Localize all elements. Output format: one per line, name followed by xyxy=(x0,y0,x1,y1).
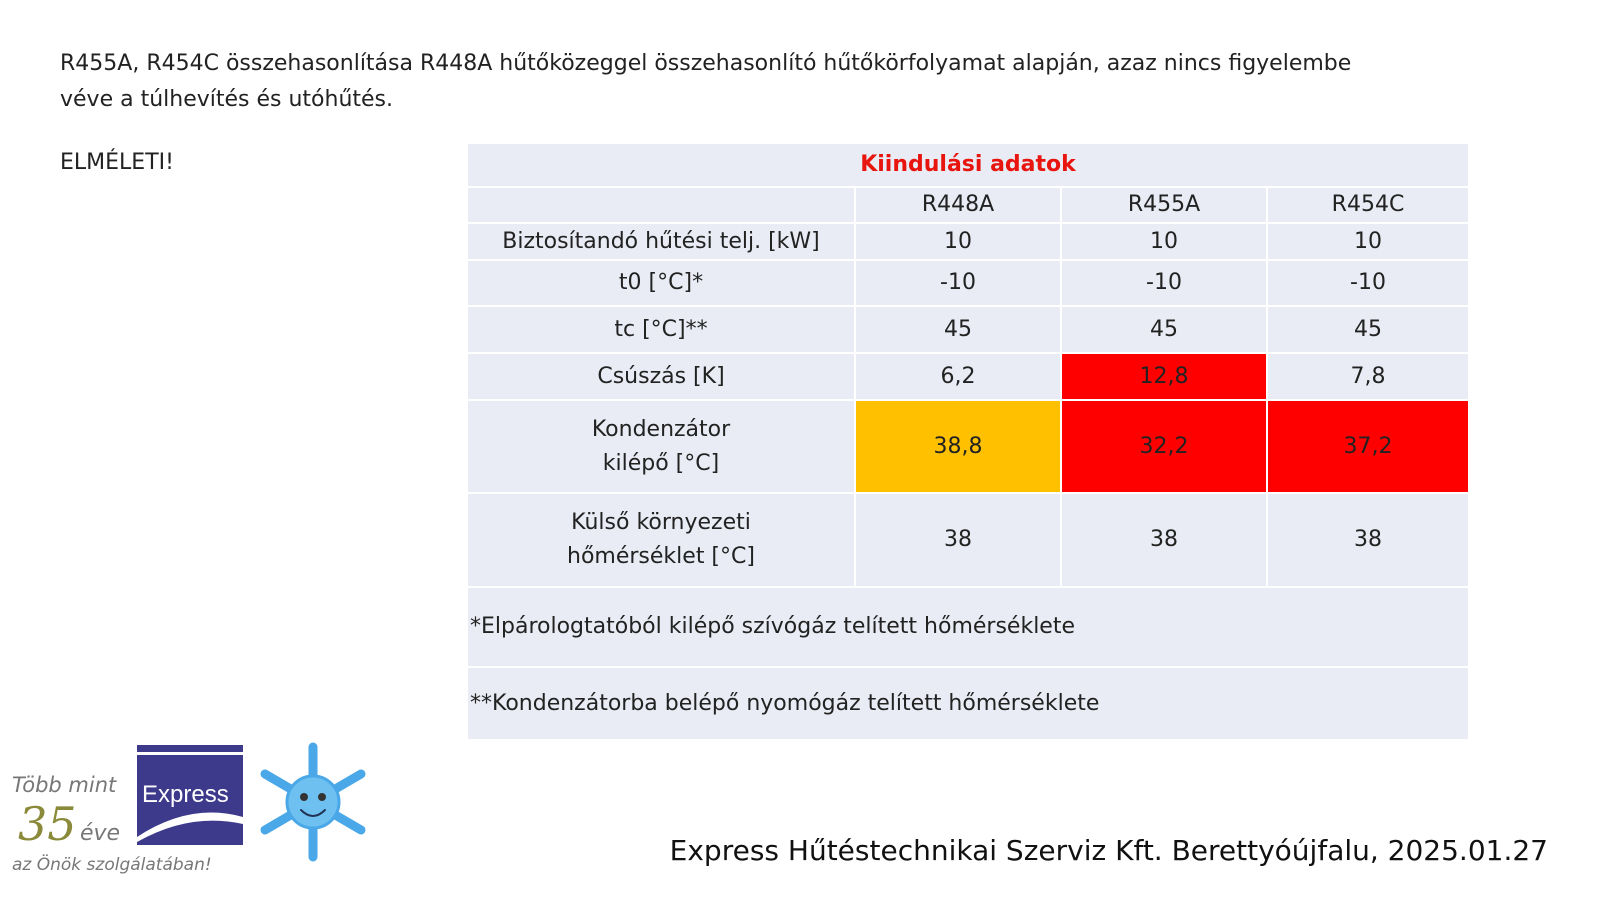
theory-label: ELMÉLETI! xyxy=(60,150,174,175)
highlight-cell: 37,2 xyxy=(1266,399,1470,494)
highlight-cell: 12,8 xyxy=(1060,352,1268,401)
table-row: Külső környezeti hőmérséklet [°C] 38 38 38 xyxy=(466,492,1470,588)
svg-text:az Önök szolgálatában!: az Önök szolgálatában! xyxy=(12,853,212,875)
svg-text:35: 35 xyxy=(18,797,77,851)
table-row: t0 [°C]* -10 -10 -10 xyxy=(466,259,1470,307)
table-row: tc [°C]** 45 45 45 xyxy=(466,305,1470,354)
column-header: R448A xyxy=(854,186,1062,224)
table-row: Biztosítandó hűtési telj. [kW] 10 10 10 xyxy=(466,222,1470,261)
footnote-1: *Elpárologtatóból kilépő szívógáz telíte… xyxy=(466,586,1470,668)
intro-text: R455A, R454C összehasonlítása R448A hűtő… xyxy=(60,51,1352,112)
column-header: R454C xyxy=(1266,186,1470,224)
svg-text:Több mint: Több mint xyxy=(12,773,117,797)
table-row: Csúszás [K] 6,2 12,8 7,8 xyxy=(466,352,1470,401)
column-header: R455A xyxy=(1060,186,1268,224)
footnote-2: **Kondenzátorba belépő nyomógáz telített… xyxy=(466,666,1470,741)
highlight-cell: 38,8 xyxy=(854,399,1062,494)
company-logo: Több mint 35 éve az Önök szolgálatában! … xyxy=(10,742,370,881)
table-row: Kondenzátor kilépő [°C] 38,8 32,2 37,2 xyxy=(466,399,1470,494)
footer-text: Express Hűtéstechnikai Szerviz Kft. Bere… xyxy=(669,834,1548,867)
svg-text:éve: éve xyxy=(80,821,120,846)
svg-text:Express: Express xyxy=(142,781,229,808)
input-data-table: Kiindulási adatok R448A R455A R454C Bizt… xyxy=(466,142,1470,741)
highlight-cell: 32,2 xyxy=(1060,399,1268,494)
table-title: Kiindulási adatok xyxy=(466,142,1470,188)
